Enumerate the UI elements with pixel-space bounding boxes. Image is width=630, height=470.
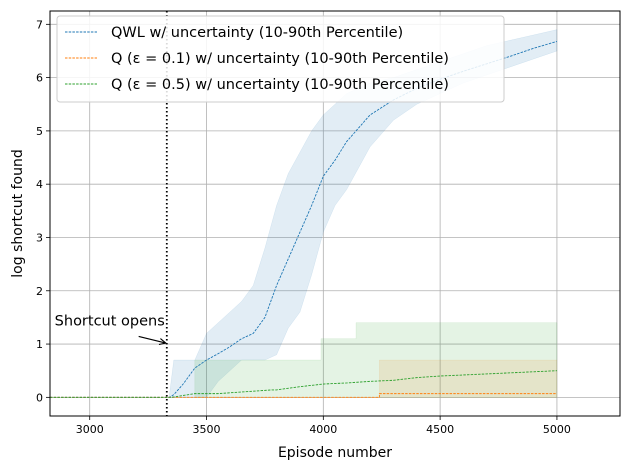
plot-frame <box>49 10 621 417</box>
series-line-q-eps-01 <box>50 393 557 398</box>
legend-entry-q-eps-05: Q (ε = 0.5) w/ uncertainty (10-90th Perc… <box>65 77 449 93</box>
y-tick-label: 6 <box>36 72 43 85</box>
x-tick-label: 4000 <box>309 423 337 436</box>
annotation-arrowhead <box>158 338 168 346</box>
annotation-arrow <box>138 335 166 344</box>
legend-box <box>56 15 505 103</box>
x-axis-label: Episode number <box>278 445 392 461</box>
y-tick-label: 5 <box>36 125 43 138</box>
legend-entry-qwl: QWL w/ uncertainty (10-90th Percentile) <box>65 25 403 41</box>
annotation: Shortcut opens <box>55 313 168 346</box>
legend-label-qwl: QWL w/ uncertainty (10-90th Percentile) <box>111 25 403 41</box>
series-line-q-eps-05 <box>50 370 557 398</box>
x-tick-label: 3500 <box>193 423 221 436</box>
legend-entry-q-eps-01: Q (ε = 0.1) w/ uncertainty (10-90th Perc… <box>65 51 449 67</box>
band-qwl <box>168 29 558 398</box>
x-tick-label: 5000 <box>543 423 571 436</box>
y-tick-label: 4 <box>36 178 43 191</box>
legend-label-q-eps-05: Q (ε = 0.5) w/ uncertainty (10-90th Perc… <box>111 77 449 93</box>
legend: QWL w/ uncertainty (10-90th Percentile) … <box>56 15 505 103</box>
y-tick-label: 2 <box>36 285 43 298</box>
y-tick-label: 7 <box>36 18 43 31</box>
legend-label-q-eps-01: Q (ε = 0.1) w/ uncertainty (10-90th Perc… <box>111 51 449 67</box>
annotation-text: Shortcut opens <box>55 313 165 329</box>
x-tick-label: 3000 <box>76 423 104 436</box>
axis-ticks: 3000 3500 4000 4500 5000 0 1 2 3 4 5 6 7 <box>36 18 571 436</box>
y-tick-label: 3 <box>36 231 43 244</box>
y-axis-label: log shortcut found <box>10 149 26 277</box>
y-tick-label: 0 <box>36 391 43 404</box>
y-tick-label: 1 <box>36 338 43 351</box>
x-tick-label: 4500 <box>426 423 454 436</box>
